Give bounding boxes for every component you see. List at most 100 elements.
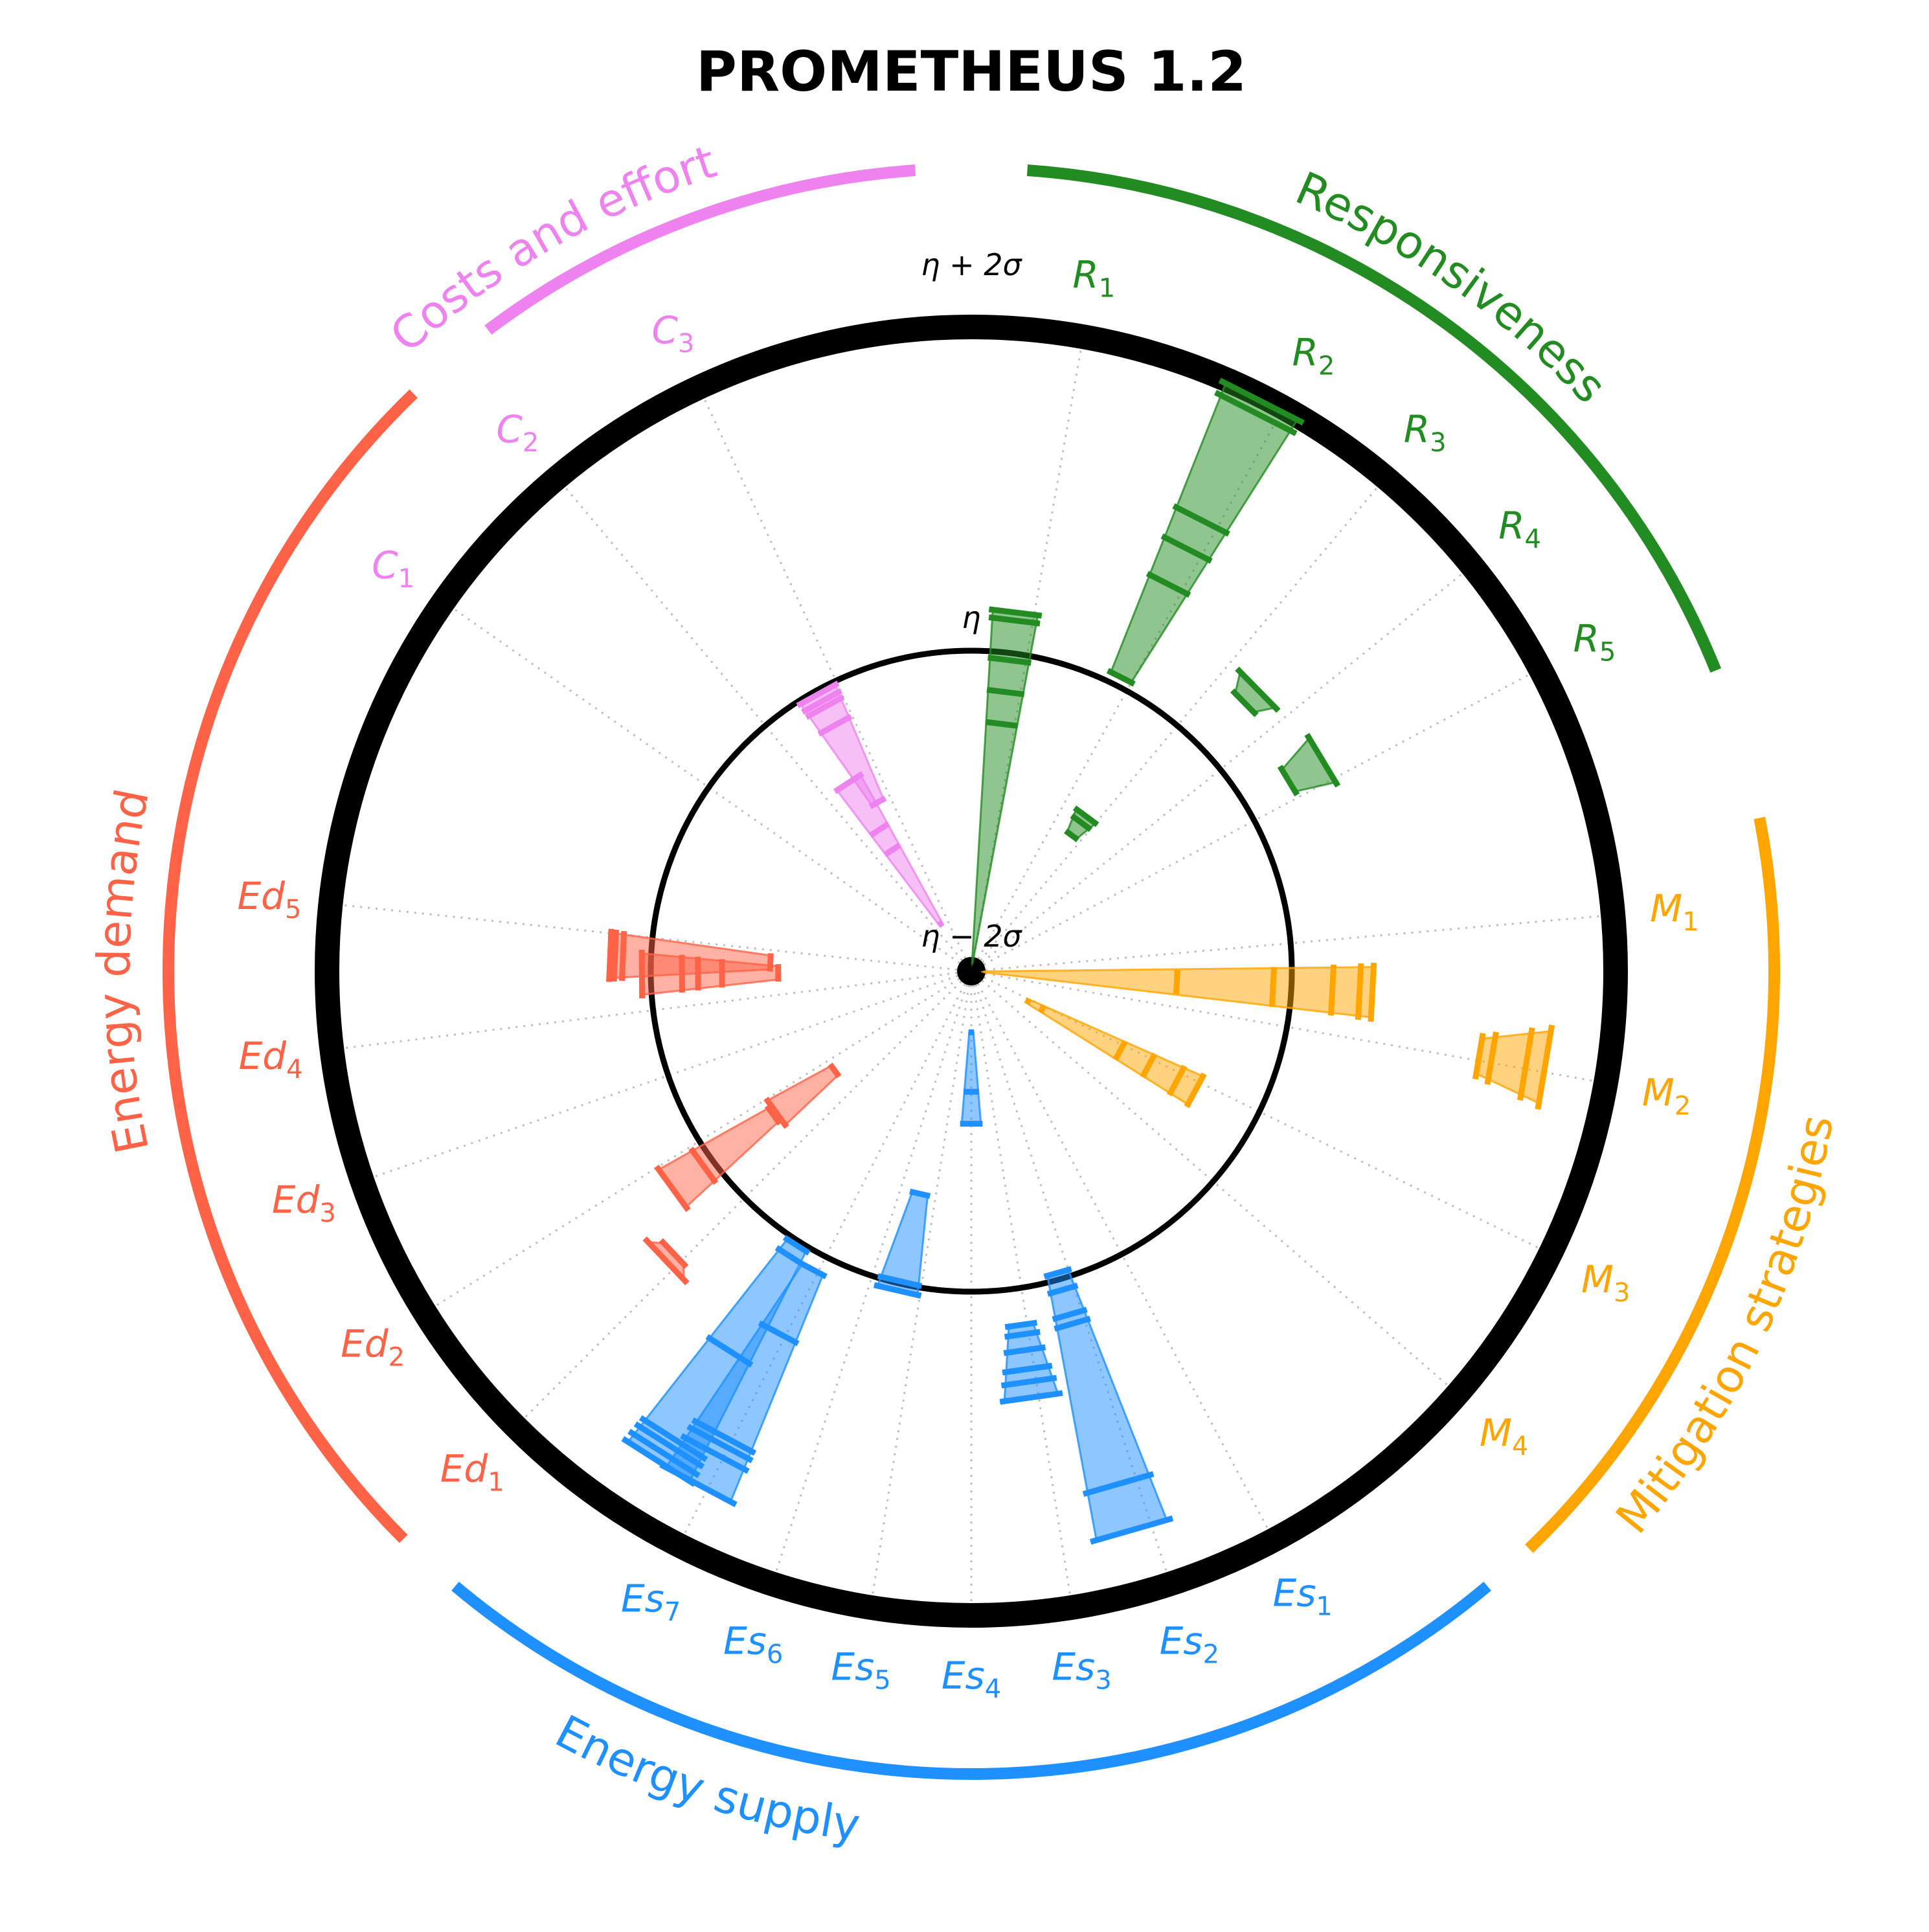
spoke-label-sub: 5 — [1599, 637, 1616, 667]
bar-tick — [622, 931, 624, 981]
group-title-text: Energy demand — [87, 785, 159, 1158]
grid-spoke — [986, 915, 1613, 970]
spoke-label-base: R — [1498, 504, 1524, 548]
bar-tick — [1331, 965, 1333, 1016]
spoke-label-sub: 1 — [1099, 274, 1115, 304]
bar-tick — [609, 929, 612, 982]
bar-tick — [1358, 963, 1361, 1020]
grid-spoke — [982, 980, 1458, 1393]
bar-tick — [1371, 963, 1374, 1022]
bar-tick — [614, 930, 616, 982]
spoke-label-sub: 3 — [1095, 1666, 1111, 1696]
spoke-label-r4: R4 — [1498, 504, 1541, 554]
grid-spoke — [425, 979, 959, 1313]
grid-spoke — [982, 566, 1472, 962]
spoke-label-sub: 1 — [488, 1468, 504, 1498]
spoke-label-base: Ed — [238, 874, 286, 918]
spoke-label-sub: 7 — [664, 1597, 681, 1627]
spoke-label-sub: 2 — [523, 428, 539, 458]
bar-tick — [1272, 967, 1274, 1007]
spoke-label-sub: 3 — [319, 1198, 335, 1228]
spoke-label-base: Ed — [440, 1447, 489, 1491]
spoke-label-sub: 1 — [398, 564, 414, 594]
bars-layer — [609, 380, 1551, 1542]
spoke-label-sub: 3 — [678, 329, 694, 359]
spoke-label-sub: 1 — [1682, 907, 1698, 937]
ring-label-outer: η + 2σ — [921, 247, 1022, 282]
spoke-label-base: Es — [831, 1645, 874, 1689]
grid-spoke — [557, 478, 962, 960]
spoke-label-sub: 3 — [1614, 1278, 1630, 1308]
spoke-label-base: Ed — [272, 1178, 321, 1222]
bar-r4 — [1235, 671, 1276, 712]
spoke-label-base: M — [1650, 886, 1682, 930]
spoke-label-m3: M3 — [1581, 1257, 1630, 1308]
spoke-label-base: C — [496, 407, 523, 451]
spoke-label-c3: C3 — [651, 308, 694, 359]
spoke-label-ed1: Ed1 — [440, 1447, 504, 1498]
bar-tick — [1176, 970, 1177, 994]
bar-r2 — [1111, 383, 1298, 682]
spoke-label-es3: Es3 — [1052, 1645, 1111, 1696]
bar-tick — [1027, 999, 1030, 1004]
spoke-label-ed2: Ed2 — [341, 1322, 405, 1373]
spoke-label-c1: C1 — [372, 543, 414, 594]
spoke-label-es5: Es5 — [831, 1645, 890, 1696]
chart-title: PROMETHEUS 1.2 — [696, 39, 1247, 104]
spoke-label-base: M — [1642, 1070, 1675, 1114]
group-title: Energy demand — [87, 785, 159, 1158]
bar-tick — [986, 722, 1017, 726]
bar-es4 — [962, 1032, 981, 1123]
grid-spoke — [362, 976, 958, 1181]
spoke-label-sub: 5 — [874, 1666, 890, 1696]
group-title-text: Responsiveness — [1288, 161, 1616, 413]
spoke-label-base: Es — [1160, 1619, 1203, 1663]
spoke-label-base: Es — [621, 1577, 664, 1621]
bar-tick — [770, 953, 771, 971]
spoke-label-m2: M2 — [1642, 1070, 1691, 1121]
grid-spoke — [984, 669, 1540, 965]
spoke-label-es7: Es7 — [621, 1577, 681, 1627]
spoke-label-base: C — [372, 543, 398, 587]
spoke-label-base: R — [1574, 616, 1599, 660]
spoke-label-base: M — [1480, 1411, 1512, 1455]
bar-tick — [1041, 1005, 1044, 1012]
bar-es2 — [1048, 1270, 1168, 1540]
spoke-label-base: M — [1581, 1257, 1614, 1301]
spoke-label-base: Ed — [239, 1034, 288, 1078]
spoke-label-sub: 2 — [389, 1343, 405, 1373]
spoke-label-r1: R1 — [1072, 253, 1115, 304]
spoke-label-sub: 2 — [1203, 1640, 1219, 1670]
group-arcs-layer: Responsiveness Mitigation strategies Energ… — [87, 135, 1844, 1852]
ring-label-middle: η — [962, 600, 980, 635]
spoke-label-sub: 1 — [1316, 1591, 1332, 1621]
spoke-label-base: R — [1072, 253, 1098, 297]
ring-label-center: η − 2σ — [921, 919, 1022, 954]
spoke-label-sub: 3 — [1430, 428, 1446, 458]
spoke-label-sub: 2 — [1318, 352, 1335, 381]
spoke-label-sub: 5 — [285, 895, 301, 925]
spoke-label-base: Es — [723, 1619, 767, 1663]
spoke-label-sub: 4 — [985, 1674, 1001, 1704]
spoke-label-sub: 4 — [1525, 524, 1541, 554]
group-title: Responsiveness — [1288, 161, 1616, 413]
spoke-label-ed3: Ed3 — [272, 1178, 336, 1228]
spoke-label-sub: 2 — [1675, 1091, 1691, 1121]
spoke-label-es2: Es2 — [1160, 1619, 1219, 1670]
spoke-label-base: Es — [942, 1654, 985, 1698]
bar-m3 — [1027, 1000, 1203, 1105]
spoke-label-base: Es — [1273, 1571, 1316, 1615]
bar-ed5 — [609, 933, 771, 978]
spoke-label-sub: 4 — [1512, 1432, 1528, 1461]
spoke-label-base: R — [1404, 407, 1430, 451]
spoke-label-base: C — [651, 308, 678, 352]
spoke-label-es4: Es4 — [942, 1654, 1001, 1704]
spoke-label-m1: M1 — [1650, 886, 1699, 937]
spoke-label-c2: C2 — [496, 407, 539, 458]
spoke-label-es6: Es6 — [723, 1619, 783, 1670]
spoke-label-m4: M4 — [1480, 1411, 1529, 1461]
group-title-text: Mitigation strategies — [1606, 1111, 1844, 1544]
spoke-label-base: Es — [1052, 1645, 1095, 1689]
